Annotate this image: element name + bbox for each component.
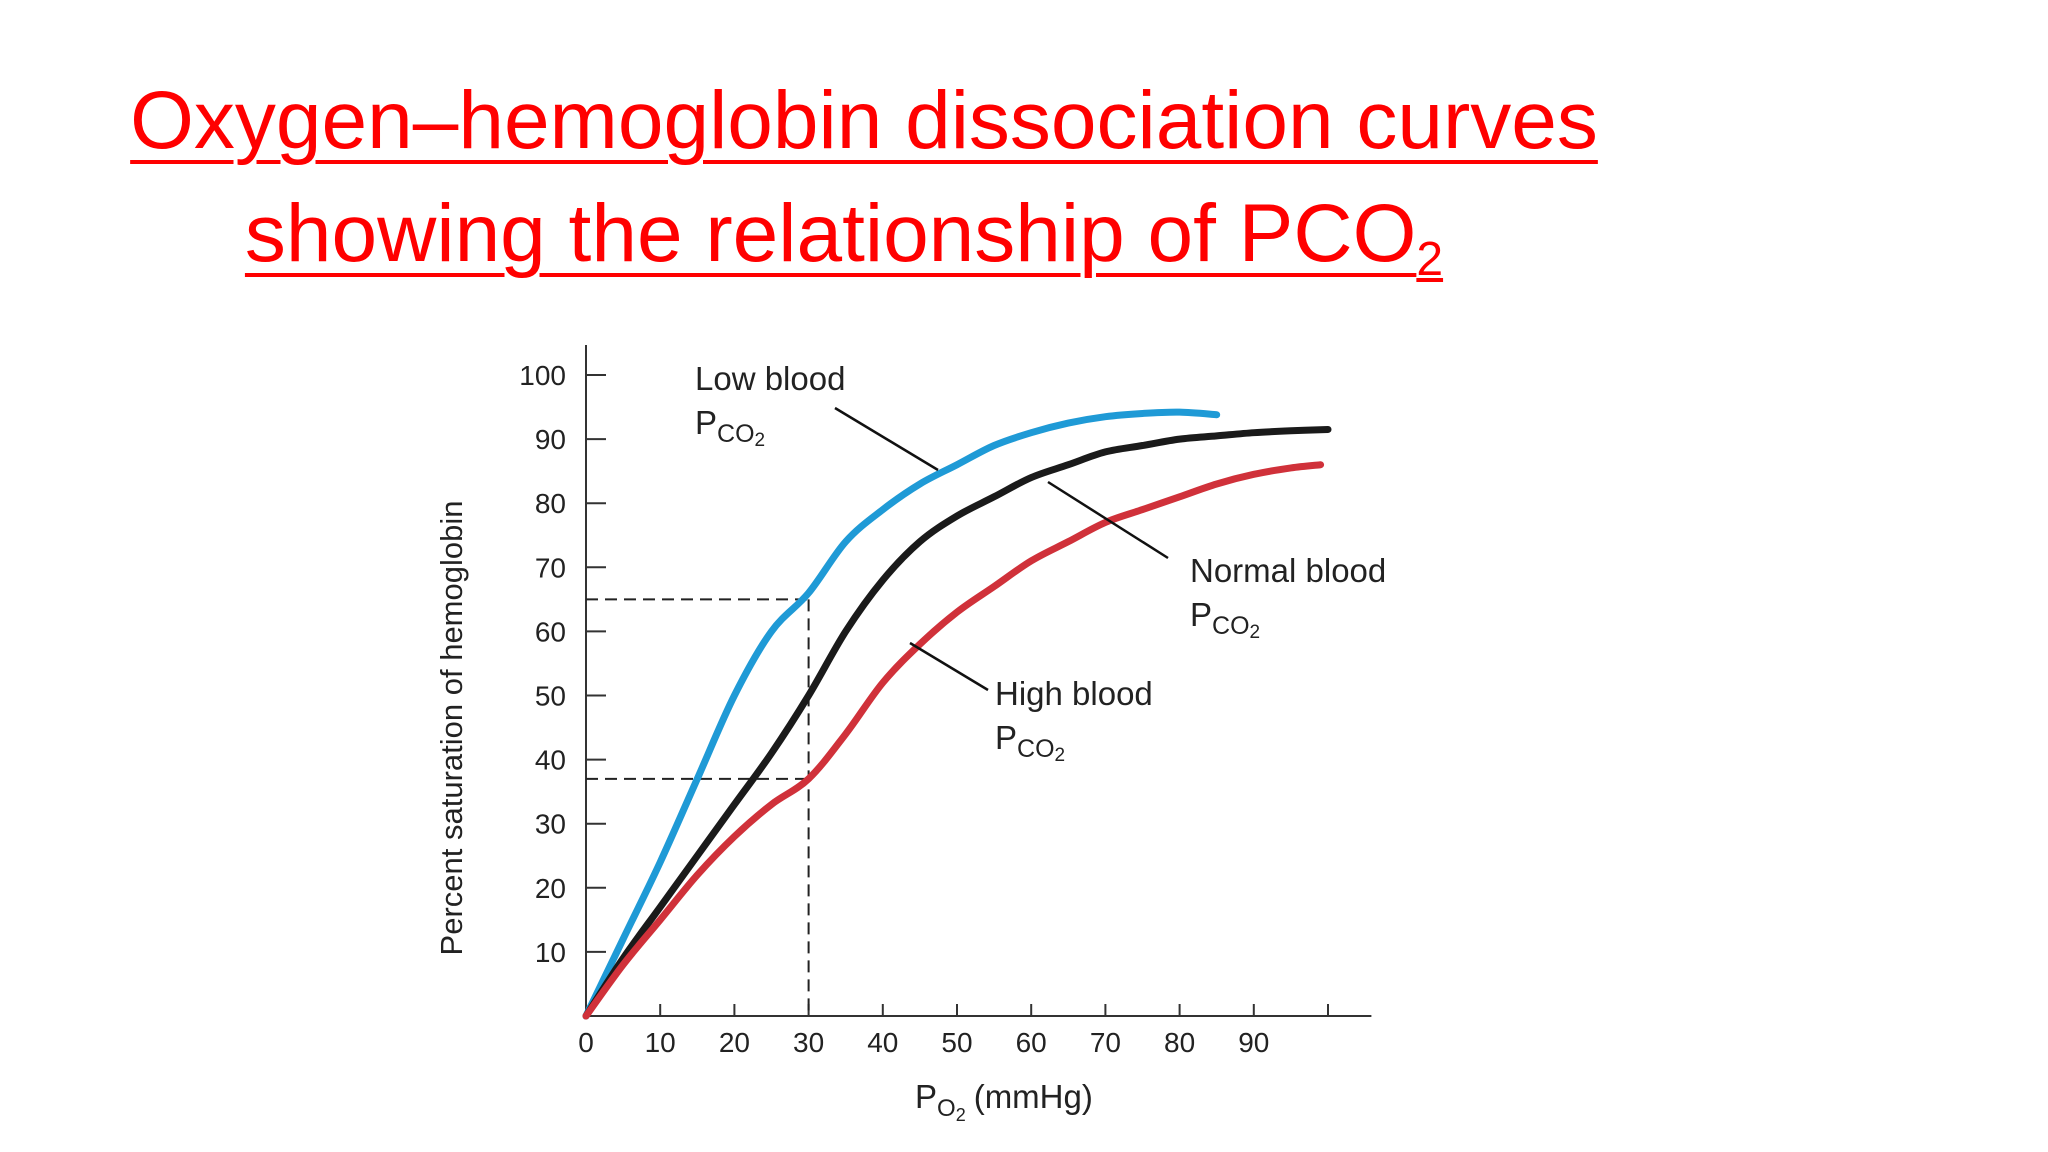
y-tick-label: 90 [535, 424, 566, 455]
y-tick-label: 30 [535, 809, 566, 840]
x-tick-label: 10 [645, 1027, 676, 1058]
slide-title-text-2: showing the relationship of PCO [244, 188, 1417, 279]
x-tick-label: 50 [941, 1027, 972, 1058]
normal-pco2-label-line1: Normal blood [1190, 552, 1386, 589]
x-tick-label: 70 [1090, 1027, 1121, 1058]
y-tick-label: 70 [535, 552, 566, 583]
x-tick-label: 60 [1016, 1027, 1047, 1058]
x-tick-label: 40 [867, 1027, 898, 1058]
series-labels: Low blood PCO2 Normal blood PCO2 High blood P… [695, 360, 1386, 766]
low-pco2-label-leader [834, 406, 939, 472]
axes: 0 10 20 30 40 50 60 70 80 90 10 20 30 40 50 60 70 80 90 100 [519, 345, 1372, 1058]
normal-pco2-label-line2: PCO2 [1190, 596, 1260, 643]
y-tick-label: 20 [535, 873, 566, 904]
low-pco2-label-line1: Low blood [695, 360, 845, 397]
y-tick-label: 60 [535, 616, 566, 647]
series-curves [582, 408, 1332, 1020]
x-tick-label: 20 [719, 1027, 750, 1058]
slide-title-line-2: showing the relationship of PCO2 [0, 193, 1868, 284]
reference-lines [586, 598, 810, 1016]
normal-pco2-curve [582, 425, 1332, 1020]
x-tick-label: 80 [1164, 1027, 1195, 1058]
x-tick-label: 0 [578, 1027, 594, 1058]
high-pco2-label-line1: High blood [995, 675, 1153, 712]
high-pco2-label-line2: PCO2 [995, 719, 1065, 766]
high-pco2-curve [582, 461, 1325, 1020]
low-pco2-curve [582, 408, 1221, 1020]
axis-titles: PO2 (mmHg) Percent saturation of hemoglobi… [434, 501, 1093, 1125]
y-tick-label: 80 [535, 488, 566, 519]
x-tick-label: 90 [1238, 1027, 1269, 1058]
x-tick-label: 30 [793, 1027, 824, 1058]
y-tick-label: 10 [535, 937, 566, 968]
y-tick-label: 100 [519, 360, 566, 391]
low-pco2-label-line2: PCO2 [695, 404, 765, 451]
normal-pco2-label-leader [1047, 480, 1169, 560]
y-tick-label: 50 [535, 681, 566, 712]
high-pco2-label-leader [909, 641, 989, 692]
y-tick-label: 40 [535, 745, 566, 776]
slide-title-line-1: Oxygen–hemoglobin dissociation curves [0, 80, 1888, 162]
y-axis-title: Percent saturation of hemoglobin [434, 501, 469, 956]
x-axis-title: PO2 (mmHg) [915, 1078, 1093, 1125]
slide-title-text-1: Oxygen–hemoglobin dissociation curves [130, 75, 1598, 166]
slide-title-subscript: 2 [1416, 233, 1444, 286]
